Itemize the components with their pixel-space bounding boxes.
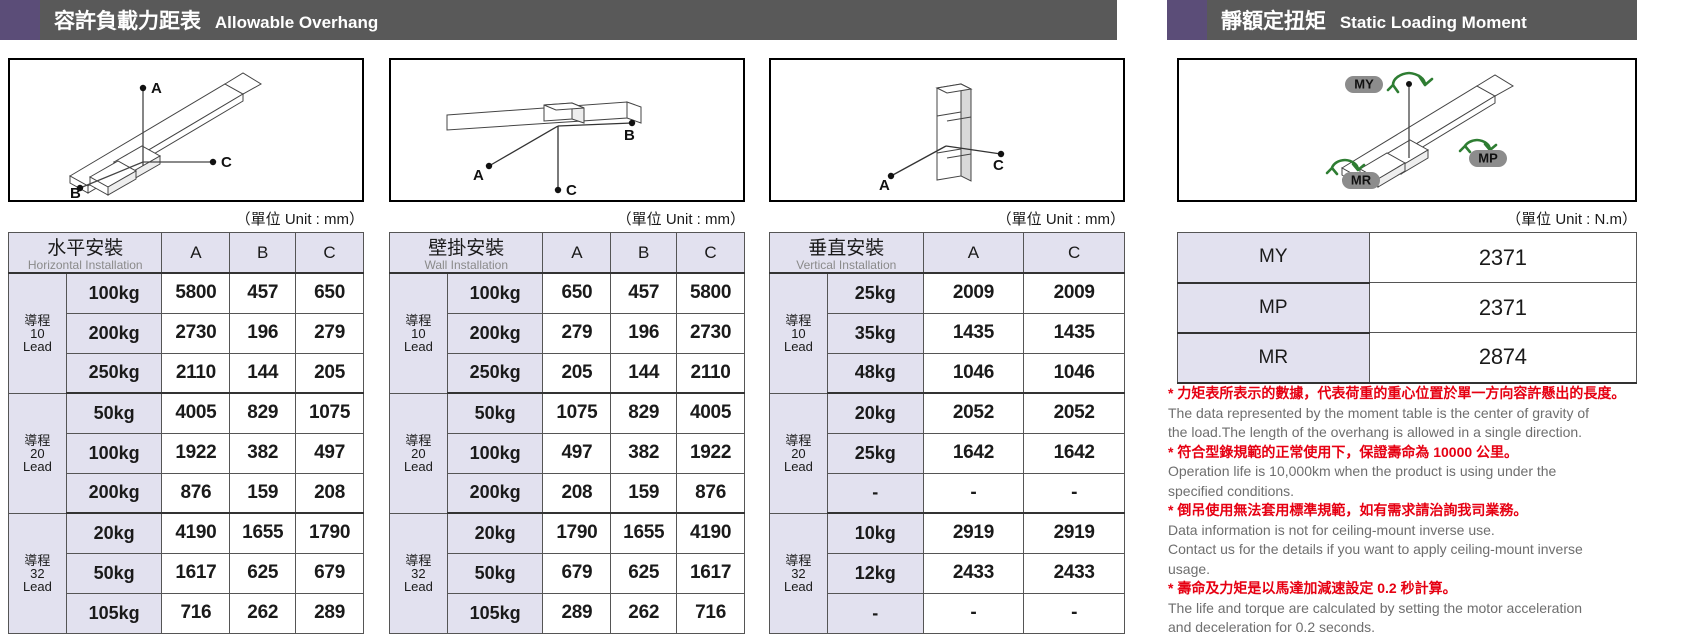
svg-text:C: C: [566, 182, 577, 199]
svg-text:A: A: [473, 167, 484, 184]
svg-text:C: C: [993, 157, 1004, 174]
svg-text:A: A: [151, 80, 162, 97]
svg-text:MR: MR: [1351, 173, 1372, 188]
svg-text:A: A: [879, 177, 890, 194]
svg-text:MY: MY: [1354, 77, 1374, 92]
svg-text:C: C: [221, 154, 232, 171]
svg-text:MP: MP: [1478, 151, 1498, 166]
svg-text:B: B: [624, 127, 635, 144]
svg-text:B: B: [70, 185, 81, 202]
